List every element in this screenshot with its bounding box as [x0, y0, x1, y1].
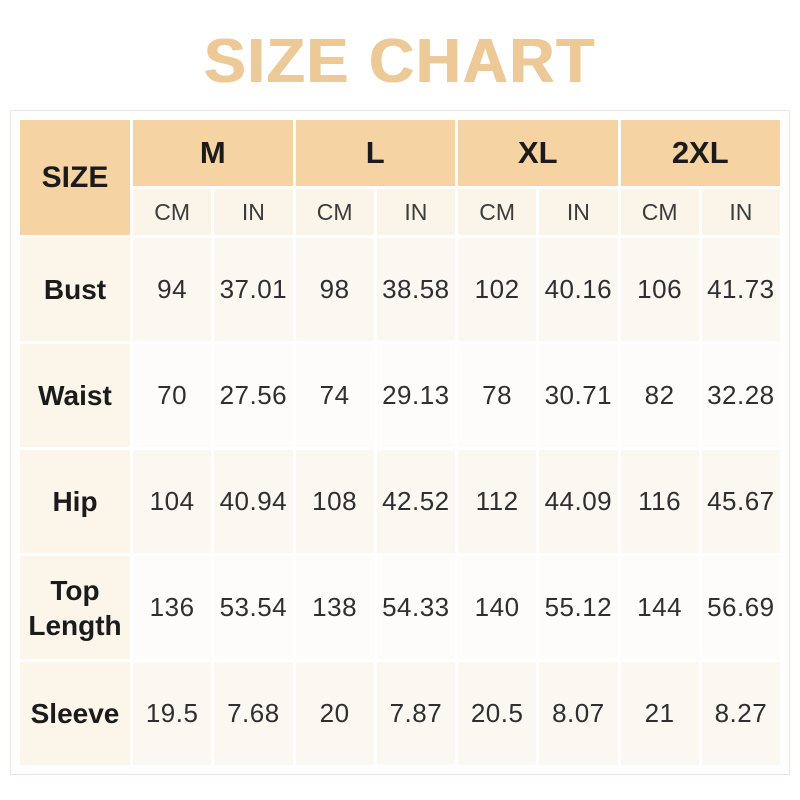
cell-value: 55.12: [539, 556, 618, 659]
table-row-sleeve: Sleeve 19.5 7.68 20 7.87 20.5 8.07 21 8.…: [20, 662, 780, 765]
cell-value: 70: [133, 344, 212, 447]
cell-value: 29.13: [376, 344, 455, 447]
row-label: Sleeve: [20, 662, 130, 765]
size-column-l: L: [295, 120, 455, 186]
cell-value: 21: [620, 662, 699, 765]
cell-value: 54.33: [376, 556, 455, 659]
unit-label-in: IN: [539, 189, 618, 235]
size-header-row: SIZE M L XL 2XL: [20, 120, 780, 235]
cell-value: 136: [133, 556, 212, 659]
unit-label-cm: CM: [458, 189, 537, 235]
cell-value: 140: [458, 556, 537, 659]
row-label: Bust: [20, 238, 130, 341]
table-row-top-length: Top Length 136 53.54 138 54.33 140 55.12…: [20, 556, 780, 659]
cell-value: 19.5: [133, 662, 212, 765]
unit-header-row: CM IN CM IN CM IN CM IN: [20, 189, 780, 235]
cell-value: 7.87: [376, 662, 455, 765]
cell-value: 37.01: [214, 238, 293, 341]
unit-label-in: IN: [214, 189, 293, 235]
table-row-waist: Waist 70 27.56 74 29.13 78 30.71 82 32.2…: [20, 344, 780, 447]
cell-value: 30.71: [539, 344, 618, 447]
unit-label-in: IN: [376, 189, 455, 235]
cell-value: 27.56: [214, 344, 293, 447]
cell-value: 56.69: [701, 556, 780, 659]
cell-value: 106: [620, 238, 699, 341]
cell-value: 40.16: [539, 238, 618, 341]
row-label: Top Length: [20, 556, 130, 659]
cell-value: 44.09: [539, 450, 618, 553]
cell-value: 82: [620, 344, 699, 447]
page-title: SIZE CHART: [204, 27, 596, 96]
cell-value: 8.07: [539, 662, 618, 765]
cell-value: 7.68: [214, 662, 293, 765]
cell-value: 116: [620, 450, 699, 553]
cell-value: 20.5: [458, 662, 537, 765]
cell-value: 53.54: [214, 556, 293, 659]
cell-value: 94: [133, 238, 212, 341]
cell-value: 98: [295, 238, 374, 341]
cell-value: 41.73: [701, 238, 780, 341]
cell-value: 8.27: [701, 662, 780, 765]
unit-label-cm: CM: [295, 189, 374, 235]
size-column-2xl: 2XL: [620, 120, 780, 186]
row-label: Waist: [20, 344, 130, 447]
cell-value: 138: [295, 556, 374, 659]
table-row-hip: Hip 104 40.94 108 42.52 112 44.09 116 45…: [20, 450, 780, 553]
cell-value: 40.94: [214, 450, 293, 553]
size-chart-table: SIZE M L XL 2XL CM IN CM IN CM IN CM IN …: [17, 117, 783, 768]
cell-value: 102: [458, 238, 537, 341]
size-column-m: M: [133, 120, 293, 186]
unit-label-cm: CM: [620, 189, 699, 235]
cell-value: 20: [295, 662, 374, 765]
cell-value: 112: [458, 450, 537, 553]
unit-label-in: IN: [701, 189, 780, 235]
table-row-bust: Bust 94 37.01 98 38.58 102 40.16 106 41.…: [20, 238, 780, 341]
cell-value: 104: [133, 450, 212, 553]
cell-value: 42.52: [376, 450, 455, 553]
size-chart-frame: SIZE M L XL 2XL CM IN CM IN CM IN CM IN …: [10, 110, 790, 775]
row-label: Hip: [20, 450, 130, 553]
unit-label-cm: CM: [133, 189, 212, 235]
cell-value: 45.67: [701, 450, 780, 553]
cell-value: 144: [620, 556, 699, 659]
cell-value: 32.28: [701, 344, 780, 447]
cell-value: 108: [295, 450, 374, 553]
cell-value: 74: [295, 344, 374, 447]
size-column-xl: XL: [458, 120, 618, 186]
cell-value: 38.58: [376, 238, 455, 341]
cell-value: 78: [458, 344, 537, 447]
corner-size-label: SIZE: [20, 120, 130, 235]
